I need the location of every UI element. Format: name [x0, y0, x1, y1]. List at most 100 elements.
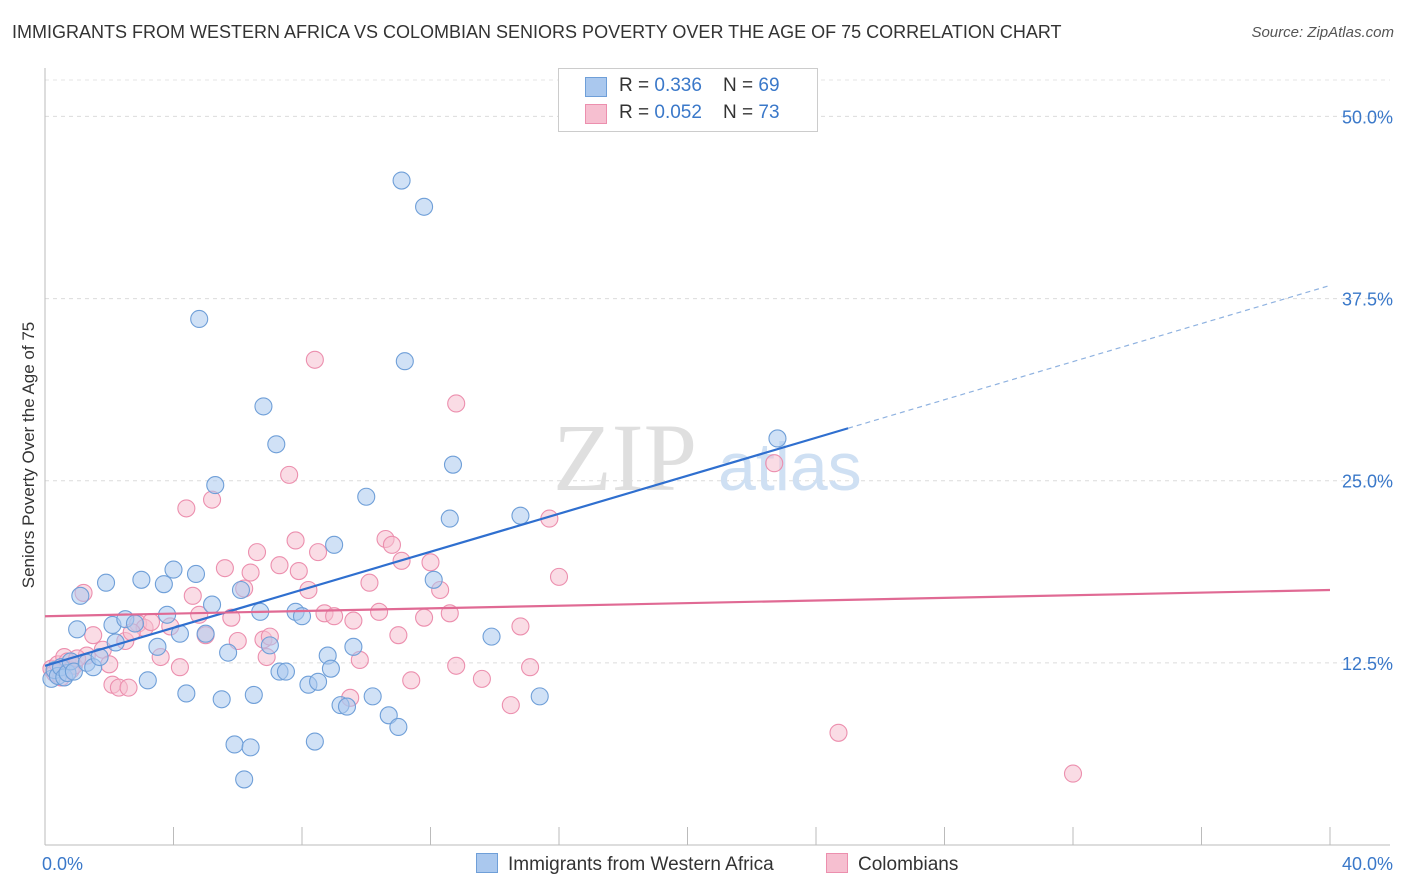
data-point-western-africa — [440, 509, 459, 528]
data-point-western-africa — [235, 770, 254, 789]
data-point-colombians — [415, 608, 434, 627]
data-point-colombians — [1063, 764, 1083, 783]
data-point-western-africa — [154, 575, 173, 594]
data-point-colombians — [177, 499, 196, 518]
tick-labels: 12.5% 25.0% 37.5% 50.0% 0.0% 40.0% — [42, 107, 1393, 874]
data-point-western-africa — [71, 586, 90, 605]
x-tick-label-max: 40.0% — [1342, 854, 1393, 874]
data-point-colombians — [141, 613, 161, 632]
data-point-colombians — [170, 658, 189, 677]
data-point-western-africa — [344, 637, 363, 656]
data-point-western-africa — [225, 735, 244, 754]
trend-line-western-africa — [44, 427, 849, 667]
bottom-legend-western-africa: Immigrants from Western Africa — [476, 853, 774, 876]
data-point-western-africa — [132, 570, 151, 589]
y-tick-label: 50.0% — [1342, 107, 1393, 127]
data-point-colombians — [501, 696, 520, 715]
data-point-western-africa — [424, 570, 443, 589]
data-point-colombians — [183, 586, 202, 605]
legend-r-value: 0.052 — [654, 102, 702, 123]
data-point-western-africa — [530, 687, 549, 706]
data-point-western-africa — [203, 595, 222, 614]
data-point-western-africa — [206, 476, 225, 495]
data-point-colombians — [447, 394, 466, 413]
legend-n-value: 73 — [758, 102, 780, 123]
data-point-colombians — [370, 602, 389, 621]
legend-r-label: R = — [619, 102, 655, 123]
data-point-colombians — [549, 567, 569, 586]
trend-line-colombians — [44, 588, 1331, 618]
data-point-colombians — [119, 678, 138, 697]
data-point-colombians — [215, 559, 234, 578]
data-point-western-africa — [482, 627, 501, 646]
legend-n-label: N = — [723, 102, 759, 123]
legend-swatch-blue — [476, 853, 498, 873]
data-point-western-africa — [96, 573, 116, 592]
data-point-colombians — [472, 669, 491, 688]
y-axis-label: Seniors Poverty Over the Age of 75 — [19, 322, 38, 588]
y-tick-label: 37.5% — [1342, 290, 1393, 310]
data-point-western-africa — [267, 435, 286, 454]
x-tick-label-min: 0.0% — [42, 854, 83, 874]
legend-r-label: R = — [619, 75, 655, 96]
data-point-western-africa — [389, 717, 408, 737]
data-point-western-africa — [148, 637, 167, 656]
legend-r-value: 0.336 — [654, 75, 702, 96]
correlation-legend: R = 0.336 N = 69 R = 0.052 N = 73 — [558, 68, 818, 132]
series-western-africa-points — [42, 171, 787, 789]
data-point-colombians — [389, 626, 408, 645]
data-point-western-africa — [186, 564, 206, 584]
data-point-western-africa — [64, 662, 83, 681]
data-point-western-africa — [68, 620, 87, 639]
bottom-legend-colombians: Colombians — [826, 853, 958, 876]
data-point-colombians — [344, 611, 363, 630]
chart-title: IMMIGRANTS FROM WESTERN AFRICA VS COLOMB… — [12, 22, 1062, 42]
data-point-western-africa — [125, 614, 144, 633]
data-point-western-africa — [325, 535, 344, 554]
data-point-western-africa — [260, 636, 279, 655]
y-tick-label: 12.5% — [1342, 654, 1393, 674]
data-point-colombians — [421, 553, 440, 572]
legend-label: Immigrants from Western Africa — [508, 854, 774, 875]
legend-swatch-pink — [826, 853, 848, 873]
data-point-western-africa — [379, 706, 398, 725]
data-point-colombians — [765, 454, 784, 473]
trend-line-western-africa-extension — [847, 284, 1331, 429]
data-point-western-africa — [305, 732, 324, 751]
y-tick-label: 25.0% — [1342, 472, 1393, 492]
data-point-colombians — [286, 531, 305, 550]
data-point-colombians — [305, 350, 324, 369]
data-point-colombians — [829, 723, 848, 742]
data-point-western-africa — [415, 197, 434, 216]
legend-label: Colombians — [858, 854, 959, 875]
data-point-western-africa — [768, 429, 787, 448]
data-point-colombians — [270, 556, 289, 575]
data-point-colombians — [241, 563, 260, 582]
data-point-colombians — [309, 543, 328, 562]
data-point-colombians — [521, 658, 540, 677]
data-point-western-africa — [196, 624, 215, 643]
legend-swatch-blue — [585, 77, 607, 97]
data-point-western-africa — [321, 659, 340, 678]
data-point-western-africa — [357, 487, 376, 506]
data-point-colombians — [325, 607, 344, 626]
data-point-western-africa — [363, 687, 382, 706]
data-point-western-africa — [177, 684, 196, 703]
data-point-colombians — [247, 543, 267, 562]
source-label: Source: ZipAtlas.com — [1251, 24, 1394, 41]
data-point-western-africa — [511, 506, 530, 525]
data-point-western-africa — [244, 685, 263, 704]
data-point-western-africa — [337, 697, 357, 716]
data-point-colombians — [402, 671, 421, 690]
data-point-colombians — [511, 617, 530, 636]
watermark-atlas: atlas — [718, 429, 862, 505]
data-point-western-africa — [443, 455, 463, 474]
data-point-colombians — [447, 656, 466, 675]
trend-lines — [44, 284, 1331, 667]
data-point-colombians — [228, 631, 247, 651]
data-point-colombians — [289, 562, 308, 581]
data-point-colombians — [280, 465, 299, 484]
data-point-western-africa — [231, 580, 251, 600]
legend-swatch-pink — [585, 104, 607, 124]
